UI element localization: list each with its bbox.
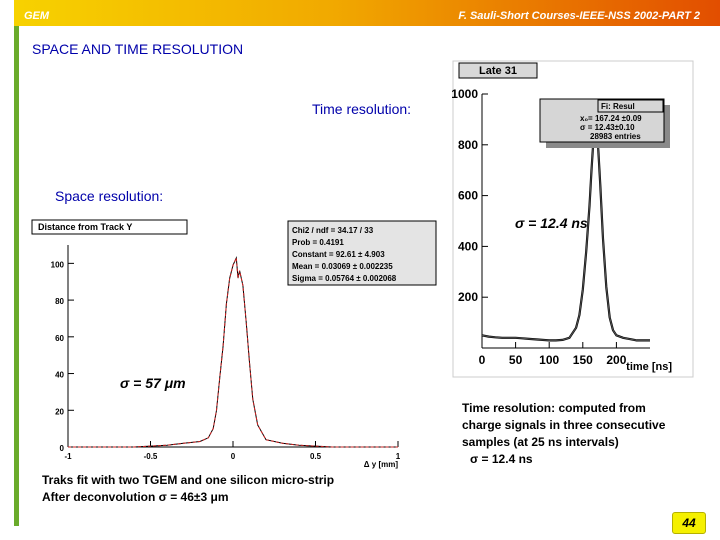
y-tick-label: 0 (60, 444, 65, 453)
left-accent-bar (14, 26, 19, 526)
time-chart-title-box (458, 62, 538, 79)
time-note-sigma: σ = 12.4 ns (470, 452, 533, 466)
y-tick-label: 40 (55, 371, 64, 380)
space-chart: Distance from Track Y -1 -0.5 0 0.5 1 0 20 40 60… (31, 219, 437, 469)
space-chart-title-box (31, 219, 188, 235)
x-tick-label: 0 (479, 353, 486, 367)
time-sigma-label: σ = 12.4 ns (515, 215, 588, 231)
space-stats-line: Mean = 0.03069 ± 0.002235 (292, 262, 393, 271)
space-stats-line: Chi2 / ndf = 34.17 / 33 (292, 226, 374, 235)
space-stats-line: Constant = 92.61 ± 4.903 (292, 250, 385, 259)
y-tick-label: 20 (55, 407, 64, 416)
time-fit-line (481, 114, 650, 341)
time-note-line: charge signals in three consecutive (462, 418, 666, 432)
y-tick-label: 400 (458, 239, 478, 253)
space-chart-title: Distance from Track Y (38, 222, 132, 232)
space-x-axis-label: Δ y [mm] (364, 460, 399, 469)
header-left: GEM (24, 10, 50, 22)
header-right: F. Sauli-Short Courses-IEEE-NSS 2002-PAR… (458, 10, 700, 22)
time-x-axis-label: time [ns] (626, 361, 672, 373)
y-tick-label: 800 (458, 138, 478, 152)
time-note-line: samples (at 25 ns intervals) (462, 435, 619, 449)
space-stats-line: Prob = 0.4191 (292, 238, 344, 247)
page-number: 44 (682, 516, 696, 530)
time-chart: Late 31 0 50 100 150 200 200 400 600 800 1000 Fi:… (451, 60, 694, 378)
x-tick-label: 50 (509, 353, 523, 367)
space-series-line (68, 255, 398, 448)
header-bar: GEM F. Sauli-Short Courses-IEEE-NSS 2002… (14, 0, 720, 26)
space-note-line: After deconvolution σ = 46±3 μm (42, 490, 229, 504)
page-title: SPACE AND TIME RESOLUTION (32, 41, 244, 57)
space-fit-line (68, 255, 398, 448)
time-note: Time resolution: computed from charge si… (462, 400, 665, 468)
space-stats-line: Sigma = 0.05764 ± 0.002068 (292, 274, 397, 283)
x-tick-label: -1 (64, 452, 72, 461)
space-note: Traks fit with two TGEM and one silicon … (42, 472, 334, 506)
space-sigma-label: σ = 57 μm (120, 375, 186, 391)
y-tick-label: 80 (55, 297, 64, 306)
y-tick-label: 60 (55, 334, 64, 343)
time-stats-title: Fi: Resul (601, 102, 635, 111)
time-note-line: Time resolution: computed from (462, 401, 646, 415)
time-stats-line: σ = 12.43±0.10 (580, 123, 635, 132)
time-stats-line: x₀= 167.24 ±0.09 (580, 114, 642, 123)
x-tick-label: 100 (539, 353, 559, 367)
x-tick-label: -0.5 (144, 452, 158, 461)
y-tick-label: 200 (458, 290, 478, 304)
page-number-badge: 44 (672, 512, 706, 534)
x-tick-label: 200 (606, 353, 626, 367)
y-tick-label: 1000 (451, 87, 478, 101)
y-tick-label: 600 (458, 189, 478, 203)
x-tick-label: 1 (396, 452, 401, 461)
x-tick-label: 150 (573, 353, 593, 367)
time-stats-line: 28983 entries (590, 132, 641, 141)
space-resolution-label: Space resolution: (55, 188, 164, 204)
x-tick-label: 0 (231, 452, 236, 461)
time-stats-box: Fi: Resul x₀= 167.24 ±0.09 σ = 12.43±0.1… (539, 98, 670, 148)
x-tick-label: 0.5 (310, 452, 322, 461)
time-chart-title: Late 31 (479, 65, 517, 77)
time-resolution-label: Time resolution: (312, 101, 412, 117)
y-tick-label: 100 (51, 260, 65, 269)
space-note-line: Traks fit with two TGEM and one silicon … (42, 473, 335, 487)
space-stats-box: Chi2 / ndf = 34.17 / 33 Prob = 0.4191 Co… (287, 220, 437, 286)
